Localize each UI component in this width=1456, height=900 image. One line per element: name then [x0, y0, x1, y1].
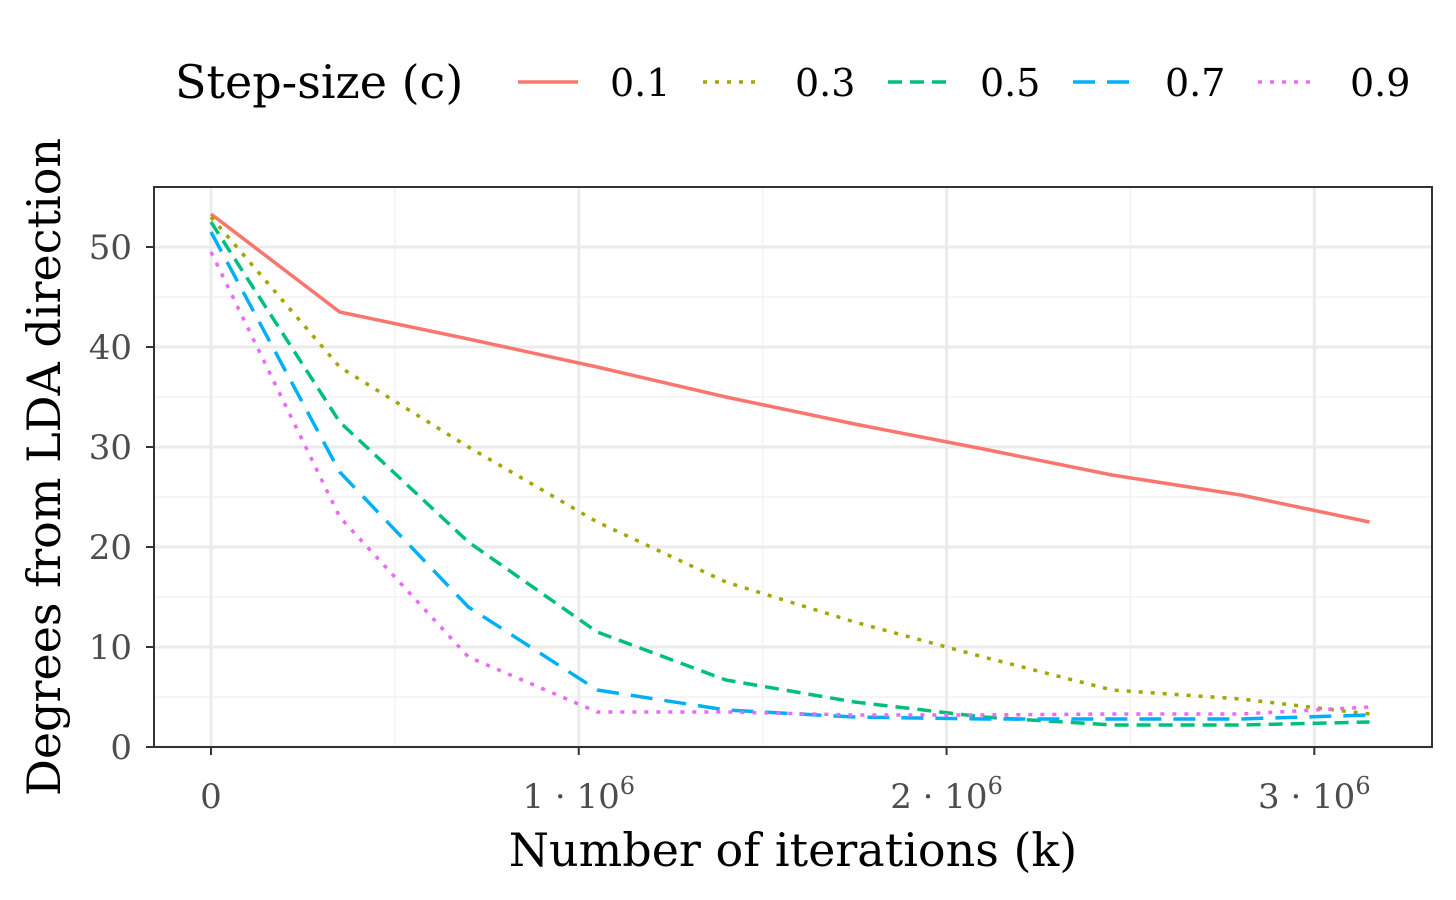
y-tick-label: 50 — [89, 228, 132, 268]
series-line-0-7 — [209, 231, 1370, 721]
x-tick-label: 2 · 106 — [890, 772, 1003, 817]
legend-title: Step-size (c) — [175, 55, 463, 109]
legend-label: 0.5 — [980, 61, 1040, 105]
y-tick-label: 0 — [110, 728, 132, 768]
grid — [154, 187, 1432, 749]
legend-item-0-9: 0.9 — [1258, 61, 1410, 105]
y-tick-label: 20 — [89, 528, 132, 568]
legend-label: 0.1 — [610, 61, 670, 105]
y-axis: 0 10 20 30 40 50 — [89, 228, 154, 768]
x-tick-label: 0 — [200, 777, 222, 817]
legend-item-0-1: 0.1 — [518, 61, 670, 105]
series-line-0-3 — [209, 215, 1370, 716]
x-tick-label: 3 · 106 — [1258, 772, 1371, 817]
legend: Step-size (c) 0.1 0.3 0.5 0.7 0.9 — [175, 55, 1410, 109]
legend-label: 0.9 — [1350, 61, 1410, 105]
plot-panel — [154, 187, 1432, 747]
series-line-0-1 — [209, 212, 1370, 524]
y-tick-label: 40 — [89, 328, 132, 368]
series-line-0-5 — [209, 221, 1370, 727]
legend-item-0-3: 0.3 — [703, 61, 855, 105]
x-axis: 0 1 · 106 2 · 106 3 · 106 — [200, 747, 1371, 817]
legend-label: 0.3 — [795, 61, 855, 105]
y-tick-label: 10 — [89, 628, 132, 668]
series-line-0-9 — [209, 251, 1370, 717]
legend-item-0-7: 0.7 — [1073, 61, 1225, 105]
plot-border — [153, 186, 1433, 748]
legend-item-0-5: 0.5 — [888, 61, 1040, 105]
x-axis-title: Number of iterations (k) — [509, 823, 1077, 877]
legend-label: 0.7 — [1165, 61, 1225, 105]
x-tick-label: 1 · 106 — [522, 772, 635, 817]
series-lines — [209, 212, 1370, 727]
y-tick-label: 30 — [89, 428, 132, 468]
y-axis-title: Degrees from LDA direction — [17, 138, 71, 796]
